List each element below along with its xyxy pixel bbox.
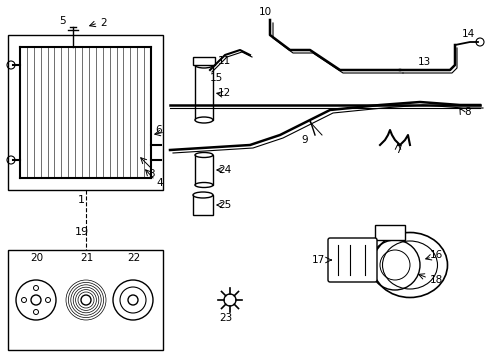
Text: 1: 1: [78, 195, 85, 205]
Text: 23: 23: [219, 313, 232, 323]
Bar: [8, 35, 163, 190]
Bar: [374, 225, 404, 240]
Bar: [193, 195, 213, 215]
Text: 24: 24: [218, 165, 231, 175]
Text: 17: 17: [311, 255, 325, 265]
Bar: [195, 65, 213, 120]
Text: 5: 5: [60, 16, 66, 26]
Text: 14: 14: [461, 29, 474, 39]
Text: 9: 9: [301, 135, 307, 145]
Bar: [8, 250, 163, 350]
Ellipse shape: [195, 153, 213, 158]
Text: 12: 12: [218, 87, 231, 98]
Text: 25: 25: [218, 200, 231, 210]
Text: 6: 6: [155, 125, 162, 135]
Text: 11: 11: [218, 56, 231, 66]
Text: 4: 4: [156, 178, 163, 188]
Text: 10: 10: [258, 7, 271, 17]
Text: 2: 2: [100, 18, 106, 28]
Text: 13: 13: [417, 57, 430, 67]
Text: 18: 18: [429, 275, 442, 285]
Text: 15: 15: [209, 73, 223, 83]
Text: 22: 22: [127, 253, 140, 263]
Text: 16: 16: [429, 250, 442, 260]
Ellipse shape: [195, 183, 213, 188]
Text: 19: 19: [74, 227, 88, 237]
Bar: [193, 57, 215, 65]
Text: 3: 3: [148, 169, 154, 179]
Text: 8: 8: [463, 107, 469, 117]
Ellipse shape: [195, 117, 213, 123]
Ellipse shape: [372, 233, 447, 297]
Ellipse shape: [193, 192, 213, 198]
Bar: [195, 155, 213, 185]
Ellipse shape: [382, 241, 437, 289]
Ellipse shape: [195, 62, 213, 68]
Text: 21: 21: [80, 253, 93, 263]
Text: 20: 20: [30, 253, 43, 263]
FancyBboxPatch shape: [327, 238, 376, 282]
Text: 7: 7: [394, 145, 401, 155]
